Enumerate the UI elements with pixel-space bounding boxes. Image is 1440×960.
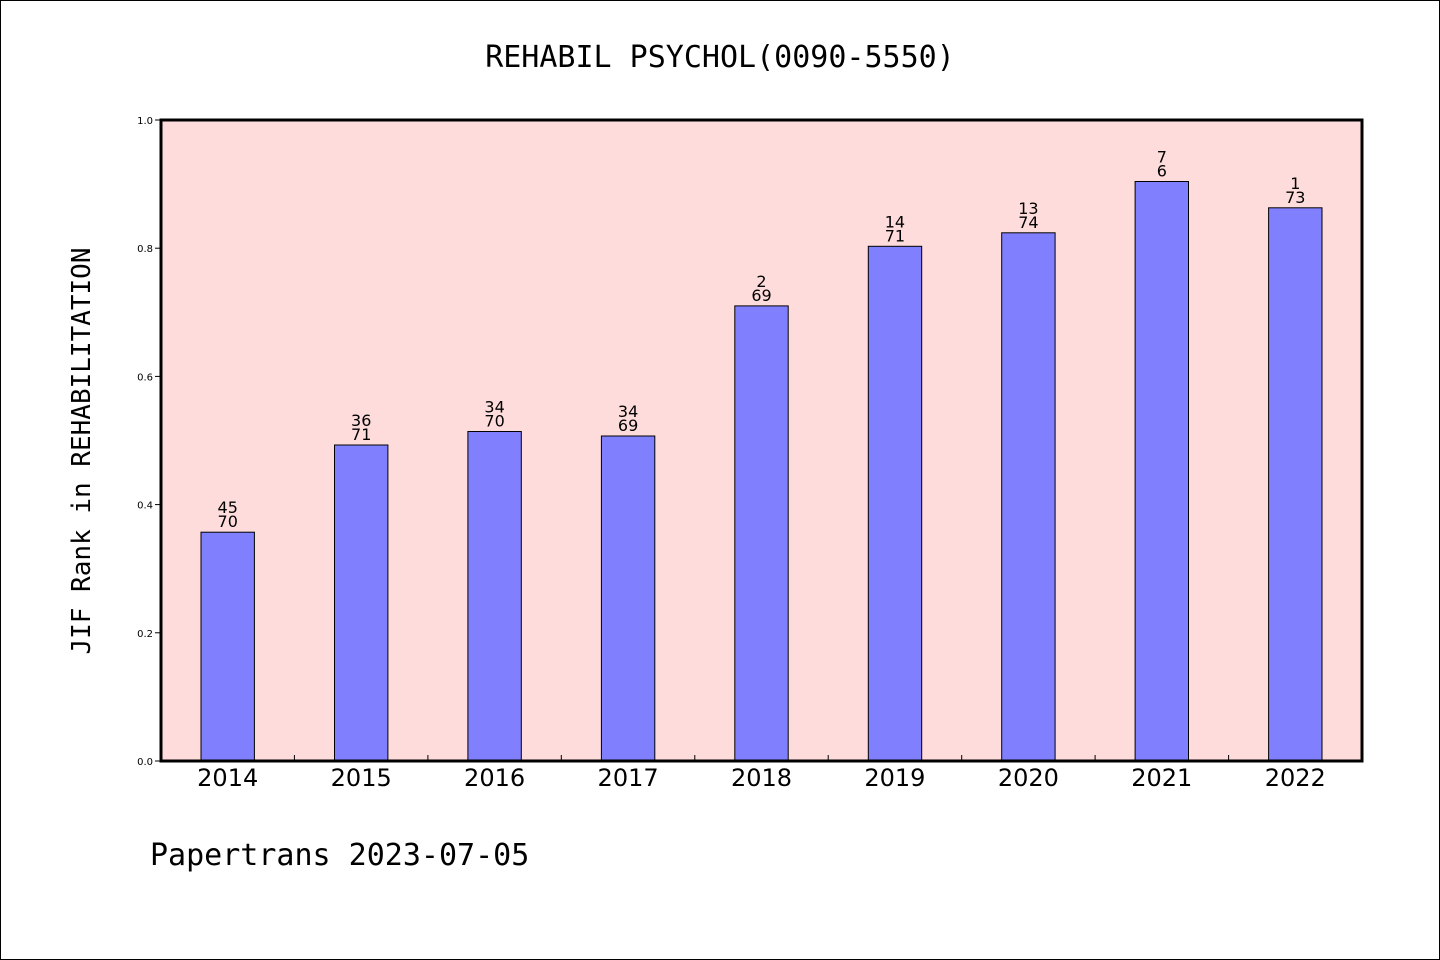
bar-label-total-2014: 70 [218,512,238,531]
bar-label-total-2020: 74 [1018,213,1038,232]
chart-title: REHABIL PSYCHOL(0090-5550) [485,40,955,75]
y-tick-label: 0.8 [137,244,153,255]
bar-label-total-2021: 6 [1157,162,1167,181]
x-tick-label-2016: 2016 [464,764,525,792]
bar-label-total-2022: 73 [1285,188,1305,207]
plot-border [159,118,1364,763]
y-tick-label: 0.0 [137,757,153,768]
bar-label-rank-2018: 2 [756,272,766,291]
bar-2021 [1134,181,1189,762]
bar-2014 [200,531,255,762]
bar-2016 [467,431,522,762]
bar-label-total-2017: 69 [618,416,638,435]
x-tick-label-2022: 2022 [1265,764,1326,792]
x-tick-label-2020: 2020 [998,764,1059,792]
bar-label-rank-2019: 14 [885,212,905,231]
bar-label-total-2015: 71 [351,425,371,444]
bar-label-rank-2014: 45 [218,498,238,517]
x-tick-label-2014: 2014 [197,764,258,792]
bar-label-rank-2016: 34 [484,398,504,417]
bar-2022 [1268,207,1323,762]
x-tick-label-2019: 2019 [864,764,925,792]
bar-2019 [867,245,923,762]
bar-2020 [1001,232,1056,762]
bar-label-rank-2021: 7 [1157,148,1167,167]
y-axis-label: JIF Rank in REHABILITATION [67,248,97,655]
y-tick-label: 1.0 [137,116,153,127]
y-tick-label: 0.2 [137,629,153,640]
bar-label-rank-2017: 34 [618,402,638,421]
footer-credit: Papertrans 2023-07-05 [150,838,529,873]
bar-label-total-2019: 71 [885,226,905,245]
x-tick-label-2021: 2021 [1131,764,1192,792]
bar-label-rank-2015: 36 [351,411,371,430]
y-axis-ticks: 0.0 0.2 0.4 0.6 0.8 1.0 [137,116,161,768]
y-tick-label: 0.6 [137,372,153,383]
bar-2015 [334,444,389,762]
bar-label-total-2016: 70 [484,412,504,431]
x-tick-label-2018: 2018 [731,764,792,792]
bar-2018 [734,305,789,762]
x-axis-ticks: 2014 2015 2016 2017 2018 2019 2020 2021 2022 [197,755,1326,792]
bar-2017 [600,435,656,762]
bar-label-rank-2020: 13 [1018,199,1038,218]
y-tick-label: 0.4 [137,501,153,512]
x-tick-label-2017: 2017 [598,764,659,792]
bar-label-total-2018: 69 [751,286,771,305]
x-tick-label-2015: 2015 [331,764,392,792]
bar-label-rank-2022: 1 [1290,174,1300,193]
